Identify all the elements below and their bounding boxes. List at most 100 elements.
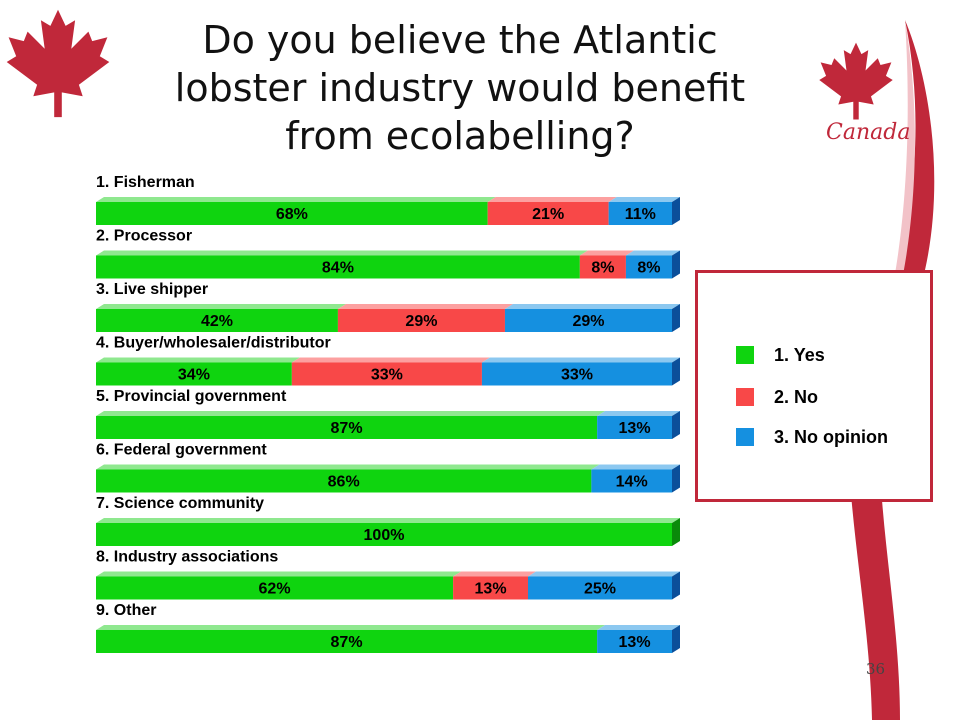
data-label: 29% xyxy=(405,313,437,330)
title-line: Do you believe the Atlantic xyxy=(202,18,718,62)
bar-segment xyxy=(487,202,609,225)
bar-segment-top xyxy=(96,571,462,577)
bar-segment-top xyxy=(504,304,680,309)
bar-segment-top xyxy=(96,250,588,256)
page-number: 36 xyxy=(866,660,886,678)
bar-segment xyxy=(96,469,592,493)
bar-segment-top xyxy=(597,411,680,416)
category-label: 8. Industry associations xyxy=(96,549,278,566)
category-label: 6. Federal government xyxy=(96,442,267,459)
bar-segment-top xyxy=(96,518,680,523)
legend-item: 2. No xyxy=(736,387,818,407)
bar-segment xyxy=(625,255,672,279)
bar-segment-side xyxy=(672,518,680,546)
legend-label: 3. No opinion xyxy=(774,426,888,447)
bar-segment-top xyxy=(96,304,346,309)
bar-segment-side xyxy=(672,464,680,493)
bar-segment-side xyxy=(672,304,680,332)
data-label: 100% xyxy=(364,527,405,544)
data-label: 25% xyxy=(584,581,616,598)
data-label: 29% xyxy=(572,313,604,330)
bar-segment xyxy=(96,523,672,546)
data-label: 13% xyxy=(619,420,651,437)
data-label: 13% xyxy=(619,634,651,651)
title-line: from ecolabelling? xyxy=(285,114,635,158)
bar-segment-top xyxy=(597,625,680,630)
ribbon-swoosh-light xyxy=(890,20,915,300)
bar-segment-side xyxy=(672,571,680,600)
bar-segment-top xyxy=(453,571,536,577)
legend-swatch xyxy=(736,388,754,406)
title-line: lobster industry would benefit xyxy=(174,66,746,110)
bar-segment xyxy=(96,202,488,225)
bar-segment xyxy=(597,416,672,439)
bar-segment-top xyxy=(608,197,680,202)
legend-swatch xyxy=(736,428,754,446)
category-label: 7. Science community xyxy=(96,495,264,512)
bar-segment-side xyxy=(672,625,680,653)
data-label: 8% xyxy=(637,260,660,277)
bar-segment xyxy=(96,309,338,332)
bar-segment xyxy=(597,630,672,653)
category-label: 9. Other xyxy=(96,602,156,619)
category-label: 2. Processor xyxy=(96,228,192,245)
chart-legend: 1. Yes 2. No 3. No opinion xyxy=(695,270,933,502)
bar-segment-top xyxy=(528,571,680,577)
data-label: 84% xyxy=(322,260,354,277)
bar-segment xyxy=(96,362,292,386)
bar-segment-top xyxy=(487,197,617,202)
bar-segment-top xyxy=(337,304,513,309)
legend-item: 3. No opinion xyxy=(736,427,888,447)
bar-segment-side xyxy=(672,197,680,225)
bar-segment-top xyxy=(96,197,496,202)
bar-segment xyxy=(96,630,598,653)
bar-segment-side xyxy=(672,411,680,439)
bar-segment xyxy=(579,255,626,279)
bar-segment xyxy=(481,362,672,386)
bar-segment xyxy=(504,309,672,332)
bar-segment-top xyxy=(96,625,606,630)
legend-swatch xyxy=(736,346,754,364)
bar-segment xyxy=(591,469,672,493)
canada-wordmark: Canada xyxy=(826,120,911,145)
data-label: 13% xyxy=(475,581,507,598)
bar-segment-side xyxy=(672,250,680,279)
data-label: 11% xyxy=(625,206,656,223)
bar-segment-top xyxy=(96,411,606,416)
bar-segment xyxy=(608,202,672,225)
bar-segment xyxy=(337,309,505,332)
category-label: 5. Provincial government xyxy=(96,388,287,405)
data-label: 42% xyxy=(201,313,233,330)
bar-segment xyxy=(453,576,528,600)
bar-segment-side xyxy=(672,357,680,386)
bar-segment-top xyxy=(579,250,634,256)
bar-segment xyxy=(291,362,482,386)
data-label: 8% xyxy=(591,260,614,277)
bar-segment-top xyxy=(591,464,680,470)
maple-leaf-icon xyxy=(819,42,893,120)
data-label: 21% xyxy=(532,206,564,223)
legend-label: 2. No xyxy=(774,386,819,407)
bar-segment xyxy=(96,576,454,600)
legend-item: 1. Yes xyxy=(736,345,825,365)
data-label: 33% xyxy=(561,367,593,384)
data-label: 87% xyxy=(331,634,363,651)
legend-label: 1. Yes xyxy=(774,344,825,365)
maple-leaf-icon xyxy=(6,9,110,118)
bar-segment-top xyxy=(96,464,600,470)
slide-title: Do you believe the Atlantic lobster indu… xyxy=(130,16,790,160)
data-label: 33% xyxy=(371,367,403,384)
bar-segment-top xyxy=(96,357,300,363)
bar-segment xyxy=(96,416,598,439)
data-label: 68% xyxy=(276,206,308,223)
bar-segment xyxy=(96,255,580,279)
category-label: 1. Fisherman xyxy=(96,174,195,191)
bar-segment xyxy=(528,576,672,600)
data-label: 86% xyxy=(328,474,360,491)
category-label: 3. Live shipper xyxy=(96,281,208,298)
bar-segment-top xyxy=(291,357,490,363)
data-label: 87% xyxy=(331,420,363,437)
data-label: 34% xyxy=(178,367,210,384)
data-label: 14% xyxy=(616,474,648,491)
